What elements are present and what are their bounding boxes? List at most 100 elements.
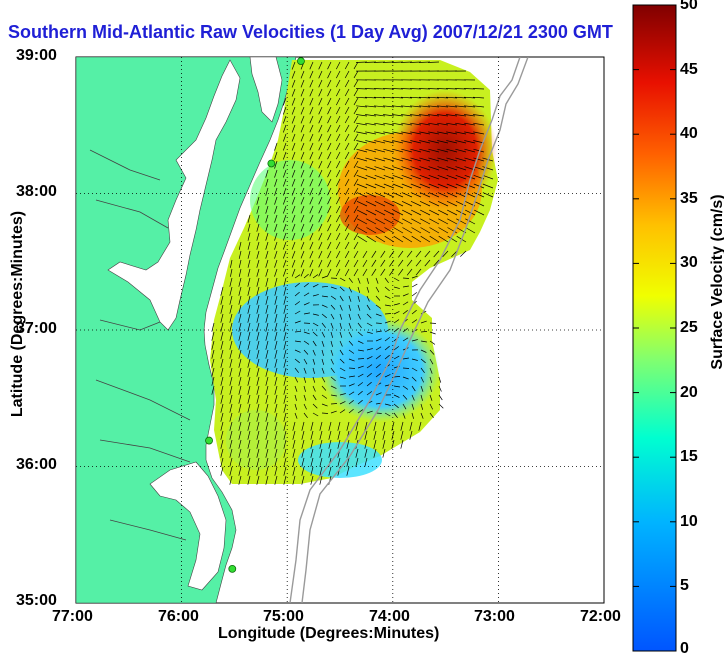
velocity-arrow	[318, 142, 323, 151]
velocity-arrow	[357, 390, 363, 396]
velocity-arrow	[401, 148, 413, 153]
velocity-arrow	[366, 356, 373, 360]
velocity-arrow	[238, 394, 242, 404]
velocity-arrow	[384, 313, 392, 315]
velocity-arrow	[348, 313, 352, 320]
velocity-arrow	[366, 313, 372, 319]
velocity-arrow	[327, 169, 332, 178]
velocity-arrow	[401, 122, 413, 126]
velocity-arrow	[375, 313, 382, 317]
velocity-arrow	[411, 358, 418, 361]
velocity-arrow	[438, 218, 449, 225]
velocity-arrow	[401, 183, 413, 189]
velocity-arrow	[382, 421, 386, 431]
velocity-arrow	[310, 421, 314, 431]
velocity-arrow	[393, 403, 399, 409]
velocity-arrow	[282, 187, 287, 196]
velocity-arrow	[247, 385, 251, 395]
velocity-arrow	[247, 457, 251, 467]
velocity-arrow	[327, 97, 332, 106]
velocity-arrow	[348, 391, 355, 396]
velocity-arrow	[335, 133, 341, 142]
velocity-arrow	[339, 295, 344, 302]
velocity-arrow	[375, 330, 382, 333]
velocity-arrow	[393, 319, 400, 324]
velocity-arrow	[335, 232, 341, 241]
velocity-arrow	[318, 115, 323, 124]
velocity-arrow	[353, 160, 359, 169]
velocity-arrow	[337, 430, 341, 440]
velocity-arrow	[247, 349, 251, 359]
velocity-arrow	[238, 466, 242, 476]
velocity-arrow	[321, 376, 326, 383]
velocity-arrow	[401, 192, 413, 198]
velocity-arrow	[353, 115, 359, 124]
velocity-arrow	[393, 209, 404, 216]
velocity-arrow	[410, 114, 422, 117]
velocity-arrow	[229, 358, 233, 368]
velocity-arrow	[283, 448, 287, 458]
velocity-arrow	[312, 294, 319, 297]
velocity-arrow	[247, 421, 251, 431]
velocity-arrow	[346, 457, 350, 467]
velocity-arrow	[300, 223, 305, 232]
velocity-arrow	[330, 304, 336, 310]
velocity-arrow	[446, 174, 458, 180]
y-tick-label: 37:00	[16, 320, 57, 337]
velocity-arrow	[362, 259, 368, 267]
velocity-arrow	[353, 187, 359, 196]
velocity-arrow	[418, 88, 431, 90]
velocity-arrow	[392, 114, 404, 117]
velocity-arrow	[380, 268, 386, 276]
velocity-arrow	[419, 183, 431, 189]
velocity-arrow	[411, 309, 417, 315]
velocity-arrow	[247, 241, 251, 250]
velocity-arrow	[446, 122, 458, 126]
velocity-arrow	[424, 259, 431, 267]
velocity-arrow	[366, 322, 373, 327]
velocity-arrow	[238, 313, 242, 323]
velocity-arrow	[455, 157, 467, 162]
velocity-arrow	[312, 274, 319, 279]
velocity-arrow	[346, 448, 350, 458]
velocity-arrow	[375, 286, 380, 293]
radar-station-marker	[228, 564, 237, 573]
velocity-arrow	[473, 183, 485, 189]
velocity-arrow	[294, 330, 302, 333]
velocity-arrow	[357, 340, 364, 344]
velocity-arrow	[283, 304, 287, 314]
velocity-arrow	[375, 295, 381, 301]
velocity-arrow	[327, 187, 332, 196]
velocity-arrow	[429, 209, 440, 216]
velocity-arrow	[375, 392, 382, 396]
velocity-arrow	[344, 61, 350, 70]
velocity-arrow	[220, 322, 224, 332]
velocity-arrow	[384, 304, 391, 307]
velocity-arrow	[464, 122, 476, 126]
x-tick-label: 76:00	[158, 608, 199, 625]
velocity-arrow	[357, 286, 361, 293]
velocity-arrow	[339, 340, 343, 347]
velocity-arrow	[393, 218, 404, 225]
velocity-arrow	[355, 88, 368, 90]
velocity-arrow	[429, 331, 436, 335]
velocity-arrow	[366, 410, 373, 414]
velocity-arrow	[211, 376, 215, 386]
velocity-arrow	[291, 250, 296, 259]
velocity-arrow	[282, 115, 287, 124]
velocity-arrow	[373, 448, 377, 458]
velocity-arrow	[318, 88, 323, 97]
velocity-arrow	[455, 183, 467, 189]
velocity-arrow	[380, 250, 386, 258]
velocity-arrow	[312, 322, 319, 327]
velocity-arrow	[220, 286, 224, 296]
velocity-arrow	[437, 148, 449, 153]
velocity-arrow	[291, 133, 296, 142]
velocity-arrow	[335, 115, 341, 124]
velocity-arrow	[353, 133, 359, 142]
velocity-arrow	[356, 122, 368, 126]
velocity-arrow	[455, 131, 467, 135]
velocity-arrow	[392, 200, 404, 207]
velocity-arrow	[274, 322, 278, 332]
velocity-arrow	[294, 385, 298, 392]
